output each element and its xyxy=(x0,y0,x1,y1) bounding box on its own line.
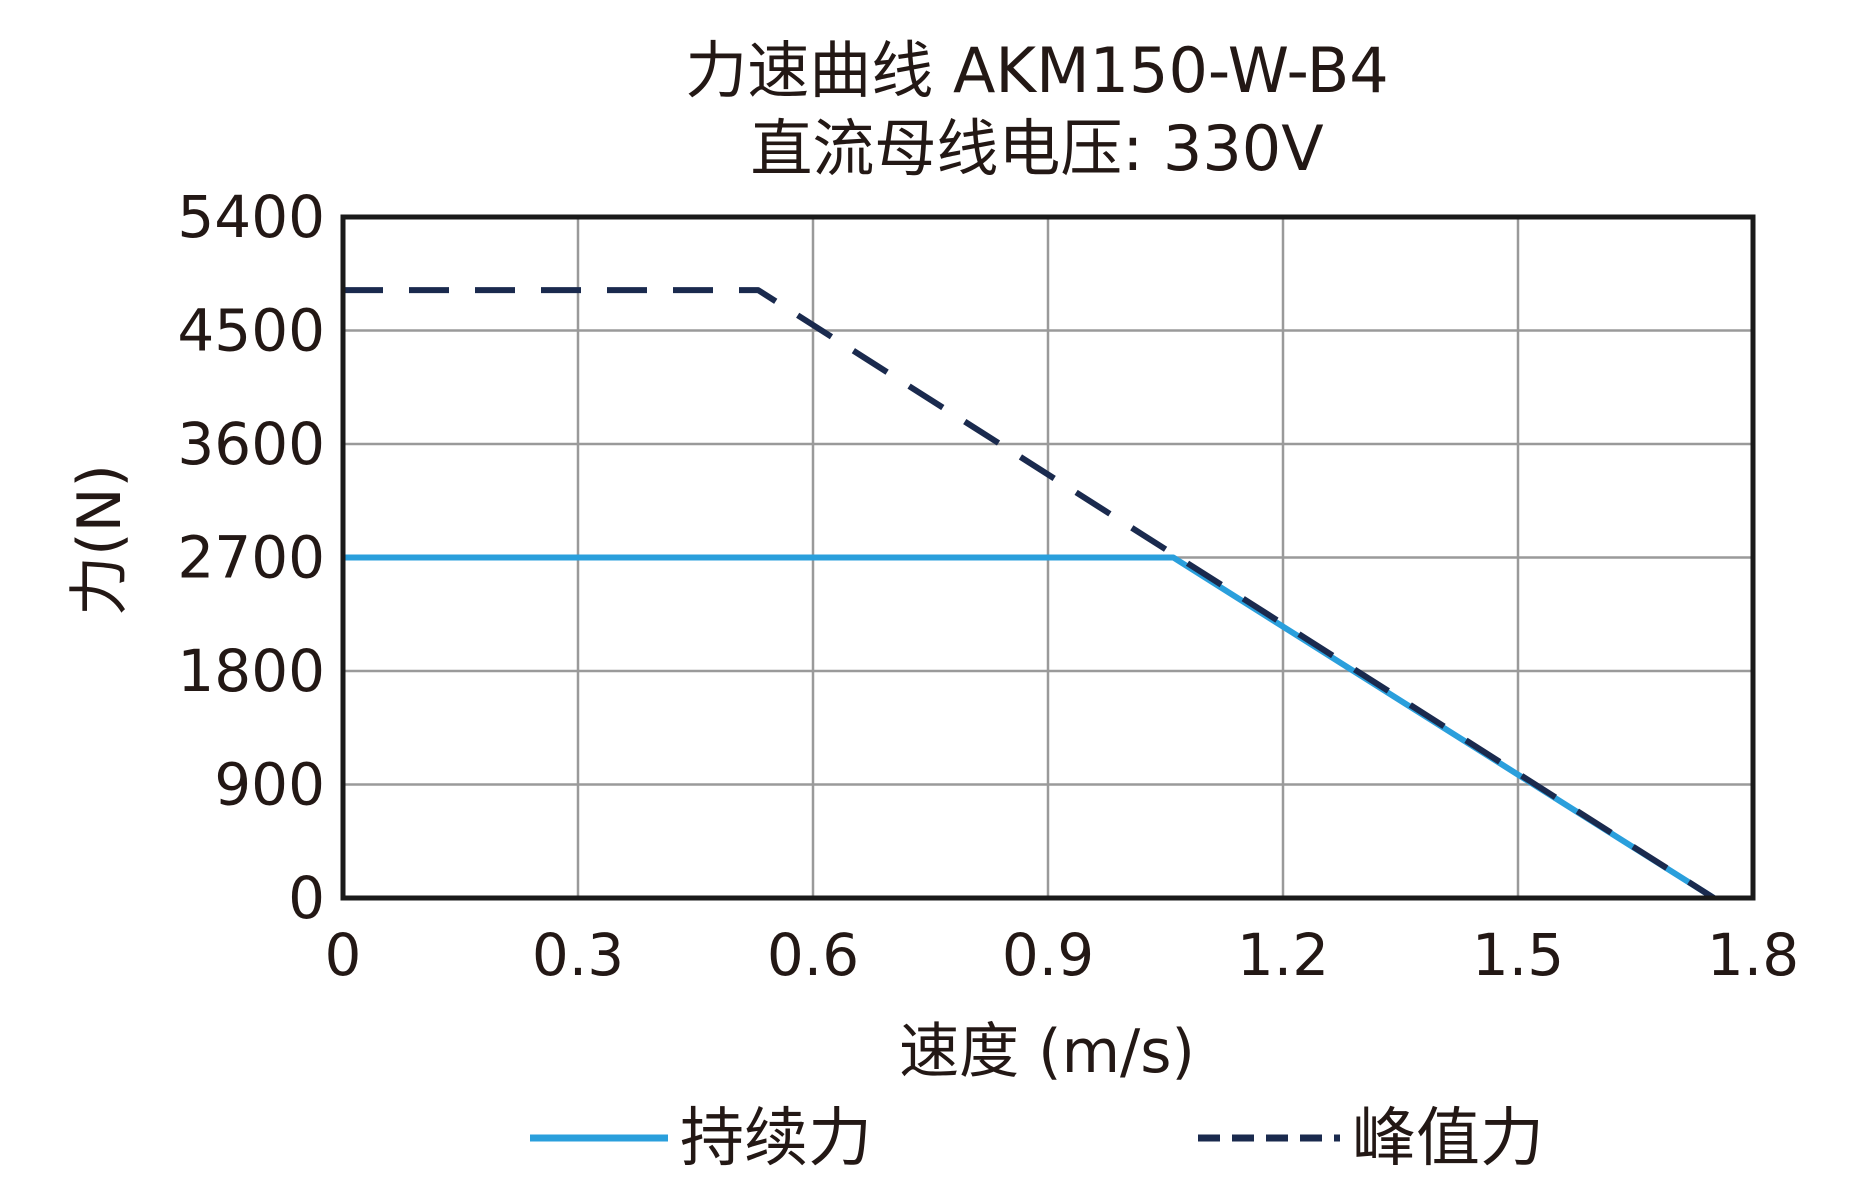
x-tick-label: 0.6 xyxy=(767,921,859,989)
y-tick-label: 1800 xyxy=(177,637,325,705)
x-tick-label: 1.8 xyxy=(1707,921,1799,989)
series-continuous-force xyxy=(343,554,1716,901)
y-tick-label: 900 xyxy=(214,751,325,819)
x-axis-label: 速度 (m/s) xyxy=(899,1017,1195,1087)
legend-label-peak: 峰值力 xyxy=(1352,1102,1544,1176)
y-tick-label: 4500 xyxy=(177,297,325,365)
y-tick-label: 3600 xyxy=(177,410,325,478)
x-tick-label: 0.9 xyxy=(1002,921,1094,989)
y-tick-label: 0 xyxy=(288,864,325,932)
x-tick-label: 0.3 xyxy=(532,921,624,989)
x-tick-label: 1.5 xyxy=(1472,921,1564,989)
x-tick-label: 0 xyxy=(325,921,362,989)
chart-subtitle: 直流母线电压: 330V xyxy=(750,112,1323,185)
x-axis-ticks: 0 0.3 0.6 0.9 1.2 1.5 1.8 xyxy=(325,921,1800,989)
legend: 持续力 峰值力 xyxy=(530,1102,1544,1176)
grid xyxy=(343,217,1753,898)
legend-label-continuous: 持续力 xyxy=(680,1102,872,1176)
y-axis-ticks: 0 900 1800 2700 3600 4500 5400 xyxy=(177,183,325,932)
y-axis-label: 力(N) xyxy=(65,464,135,616)
x-tick-label: 1.2 xyxy=(1237,921,1329,989)
plot-frame xyxy=(340,214,1756,901)
series-peak-force xyxy=(343,287,1716,901)
chart-title: 力速曲线 AKM150-W-B4 xyxy=(685,34,1388,107)
series-lines xyxy=(343,287,1716,901)
y-tick-label: 2700 xyxy=(177,524,325,592)
y-tick-label: 5400 xyxy=(177,183,325,251)
